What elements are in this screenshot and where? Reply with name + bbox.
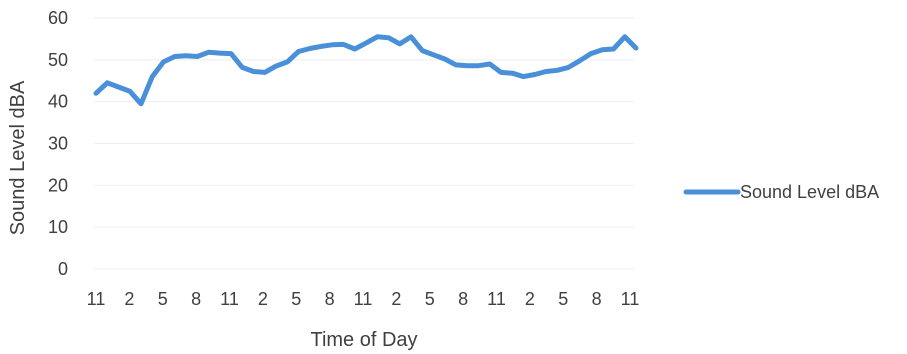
x-tick-label: 8 — [592, 289, 602, 309]
x-tick-label: 11 — [354, 289, 373, 309]
x-tick-label: 8 — [191, 289, 201, 309]
x-tick-label: 5 — [291, 289, 301, 309]
x-tick-label: 2 — [525, 289, 535, 309]
y-tick-label: 50 — [48, 50, 68, 70]
x-axis-title: Time of Day — [310, 329, 417, 351]
y-tick-label: 40 — [48, 92, 68, 112]
series-line — [93, 34, 639, 107]
x-tick-label: 2 — [124, 289, 134, 309]
y-tick-label: 60 — [48, 8, 68, 28]
y-axis-title: Sound Level dBA — [7, 80, 29, 235]
x-tick-label: 11 — [621, 289, 640, 309]
legend-label: Sound Level dBA — [740, 182, 879, 202]
y-tick-label: 30 — [48, 134, 68, 154]
series-lines — [93, 34, 639, 107]
y-tick-label: 0 — [58, 259, 68, 279]
y-axis-ticks: 0 10 20 30 40 50 60 — [48, 8, 68, 279]
x-axis-ticks: 11 2 5 8 11 2 5 8 11 2 5 8 11 2 5 8 11 — [87, 289, 640, 309]
x-tick-label: 5 — [158, 289, 168, 309]
x-tick-label: 2 — [391, 289, 401, 309]
y-tick-label: 10 — [48, 217, 68, 237]
x-tick-label: 8 — [325, 289, 335, 309]
x-tick-label: 5 — [425, 289, 435, 309]
x-tick-label: 11 — [220, 289, 239, 309]
x-tick-label: 2 — [258, 289, 268, 309]
legend: Sound Level dBA — [683, 182, 879, 202]
x-tick-label: 8 — [458, 289, 468, 309]
y-tick-label: 20 — [48, 175, 68, 195]
x-tick-label: 11 — [487, 289, 506, 309]
x-tick-label: 5 — [558, 289, 568, 309]
gridlines — [94, 17, 634, 270]
x-tick-label: 11 — [87, 289, 106, 309]
